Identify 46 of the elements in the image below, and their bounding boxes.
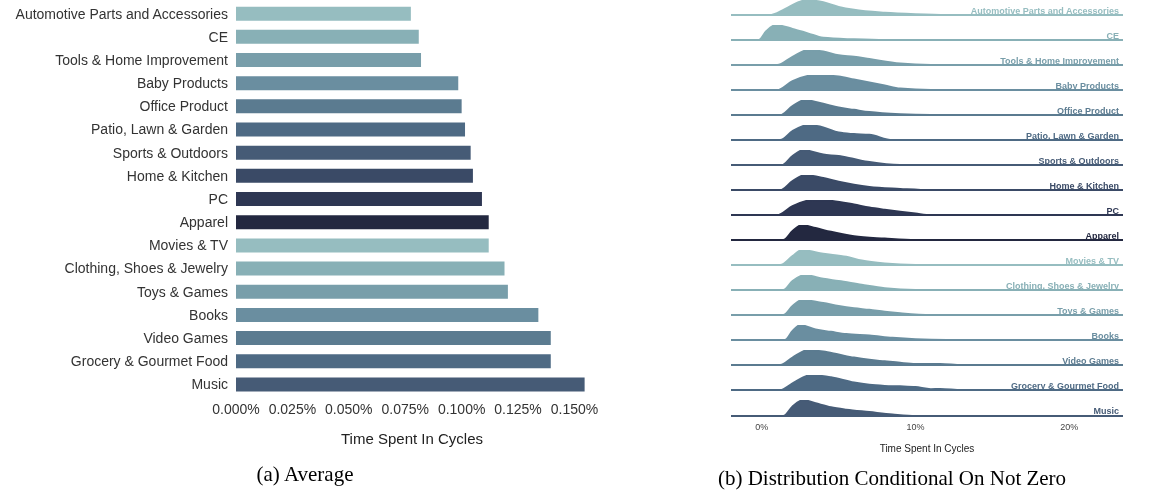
series-label: Baby Products [1055,81,1119,91]
y-tick-label: Baby Products [136,75,228,92]
x-axis-title: Time Spent In Cycles [879,443,975,454]
y-tick-label: Office Product [139,98,229,115]
series-label: Office Product [1056,106,1119,116]
y-tick-label: Grocery & Gourmet Food [70,353,228,370]
text: (b) Distribution Conditional On Not Zero [717,466,1067,491]
x-axis-title: Time Spent In Cycles [341,430,483,447]
series-label: Sports & Outdoors [1038,156,1119,166]
series-label: Books [1091,331,1119,341]
y-tick-label: Music [191,376,228,393]
y-tick-label: Home & Kitchen [126,167,228,184]
y-tick-label: PC [208,190,228,207]
series-label: Music [1093,406,1119,416]
x-tick-label: 0.000% [212,400,260,417]
y-tick-label: Apparel [179,214,228,231]
y-tick-label: Toys & Games [136,283,228,300]
series-label: Movies & TV [1065,256,1119,266]
series-label: Home & Kitchen [1049,181,1119,191]
y-tick-label: Clothing, Shoes & Jewelry [64,260,228,277]
y-tick-label: Patio, Lawn & Garden [91,121,228,138]
series-label: Apparel [1085,231,1119,241]
series-label: Automotive Parts and Accessories [970,6,1119,16]
series-label: CE [1106,31,1119,41]
x-tick-label: 0.100% [437,400,486,417]
x-tick-label: 0.075% [381,400,429,417]
series-label: Grocery & Gourmet Food [1010,381,1119,391]
y-tick-label: Video Games [143,330,228,347]
y-tick-label: Books [189,306,228,323]
y-tick-label: CE [208,28,228,45]
series-label: Video Games [1062,356,1119,366]
series-label: PC [1106,206,1119,216]
series-label: Patio, Lawn & Garden [1025,131,1119,141]
y-tick-label: Automotive Parts and Accessories [15,5,228,22]
x-tick-label: 10% [906,422,925,433]
y-tick-label: Tools & Home Improvement [55,51,229,68]
x-tick-label: 20% [1060,422,1079,433]
x-tick-label: 0.050% [325,400,373,417]
x-tick-label: 0.150% [550,400,599,417]
x-tick-label: 0% [755,422,769,433]
x-tick-label: 0.025% [268,400,317,417]
x-tick-label: 0.125% [494,400,542,417]
y-tick-label: Sports & Outdoors [112,144,228,161]
y-tick-label: Movies & TV [148,237,229,254]
series-label: Tools & Home Improvement [1000,56,1119,66]
text: (a) Average [256,462,354,487]
